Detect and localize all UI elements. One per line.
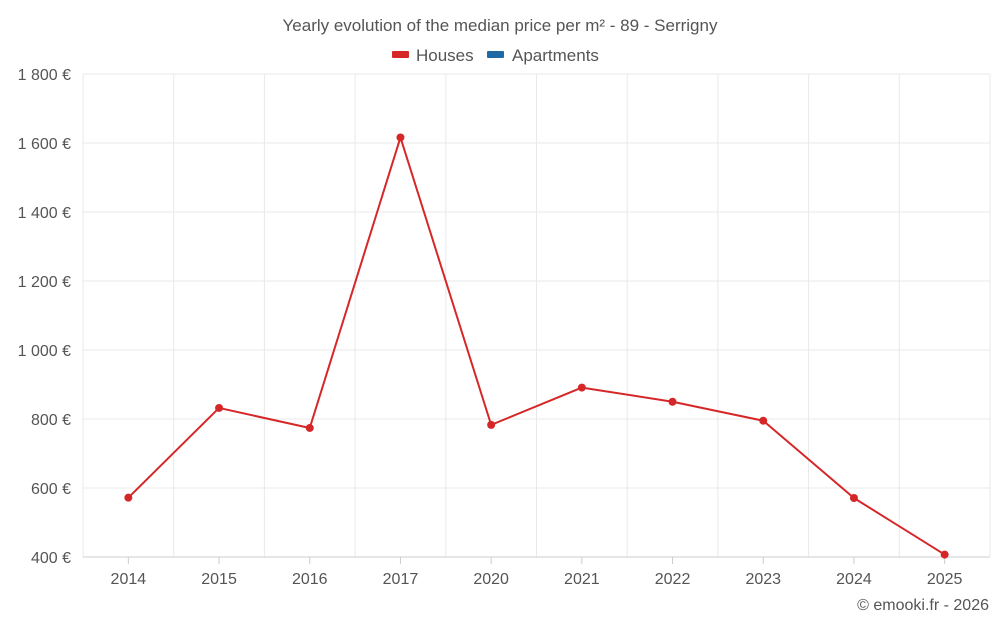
data-point-houses-2025[interactable] [940, 550, 949, 559]
data-point-houses-2022[interactable] [668, 397, 677, 406]
x-tick-label: 2025 [927, 571, 963, 588]
y-axis-labels: 400 € 600 € 800 € 1 000 € 1 200 € 1 400 € 1 60… [18, 67, 71, 567]
x-tick-label: 2024 [836, 571, 872, 588]
legend-item-apartments[interactable]: Apartments [487, 46, 599, 65]
x-grid [82, 74, 991, 557]
y-tick-label: 1 400 € [18, 205, 71, 222]
series-group [124, 133, 949, 559]
legend-item-houses[interactable]: Houses [392, 46, 474, 65]
y-tick-label: 600 € [31, 481, 71, 498]
y-tick-label: 1 800 € [18, 67, 71, 84]
x-tick-label: 2016 [292, 571, 328, 588]
series-line-houses [127, 136, 946, 556]
x-tick-label: 2017 [383, 571, 419, 588]
x-tick-label: 2014 [111, 571, 147, 588]
legend-label-apartments: Apartments [512, 46, 599, 65]
data-point-houses-2015[interactable] [215, 403, 224, 412]
y-tick-label: 1 600 € [18, 136, 71, 153]
legend-swatch-houses [392, 51, 409, 58]
x-tick-label: 2015 [201, 571, 237, 588]
legend-swatch-apartments [487, 51, 504, 58]
y-tick-label: 1 000 € [18, 343, 71, 360]
legend: Houses Apartments [392, 46, 599, 65]
x-tick-label: 2022 [655, 571, 691, 588]
data-point-houses-2016[interactable] [305, 423, 314, 432]
credit-text: © emooki.fr - 2026 [857, 597, 989, 614]
data-point-houses-2021[interactable] [577, 383, 586, 392]
x-tick-label: 2021 [564, 571, 600, 588]
x-axis-labels: 2014 2015 2016 2017 2020 2021 2022 2023 2024 2025 [111, 557, 963, 588]
x-tick-label: 2020 [473, 571, 509, 588]
x-tick-label: 2023 [745, 571, 781, 588]
data-point-houses-2024[interactable] [849, 494, 858, 503]
data-point-houses-2017[interactable] [396, 133, 405, 142]
y-tick-label: 400 € [31, 550, 71, 567]
legend-label-houses: Houses [416, 46, 474, 65]
data-point-houses-2020[interactable] [487, 420, 496, 429]
y-tick-label: 1 200 € [18, 274, 71, 291]
chart-title: Yearly evolution of the median price per… [283, 16, 718, 35]
y-tick-label: 800 € [31, 412, 71, 429]
data-point-houses-2014[interactable] [124, 493, 133, 502]
data-point-houses-2023[interactable] [759, 416, 768, 425]
